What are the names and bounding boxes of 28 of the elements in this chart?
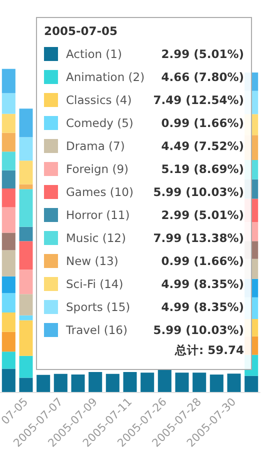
text: 2.99 (5.01%) xyxy=(161,46,244,60)
annotation: 4.66 (7.80%) xyxy=(161,70,244,84)
legend-label: Classics (4) xyxy=(66,92,133,106)
legend-label: Drama (7) xyxy=(66,138,126,152)
annotation: 0.99 (1.66%) xyxy=(161,254,244,268)
legend-label: Music (12) xyxy=(66,230,127,244)
legend-label: Games (10) xyxy=(66,184,134,198)
annotation: 5.19 (8.69%) xyxy=(161,162,244,176)
legend-label: Sports (15) xyxy=(66,300,132,314)
annotation: 4.99 (8.35%) xyxy=(161,276,244,290)
legend-label: Foreign (9) xyxy=(66,162,130,176)
annotation: 7.99 (13.38%) xyxy=(153,230,244,244)
legend-label: Comedy (5) xyxy=(66,116,134,130)
annotation: 总计: 59.74 xyxy=(174,343,244,358)
legend-label: Action (1) xyxy=(66,46,123,60)
legend-label: Travel (16) xyxy=(66,322,128,336)
legend-label: Sci-Fi (14) xyxy=(66,276,124,290)
legend-label: New (13) xyxy=(66,254,120,268)
annotation: 7.49 (12.54%) xyxy=(153,92,244,106)
annotation: 0.99 (1.66%) xyxy=(161,116,244,130)
legend-label: Animation (2) xyxy=(66,70,146,84)
annotation: 4.99 (8.35%) xyxy=(161,300,244,314)
annotation: 4.49 (7.52%) xyxy=(161,138,244,152)
text: 2005-07-05 xyxy=(44,24,119,38)
annotation: 5.99 (10.03%) xyxy=(153,322,244,336)
legend-label: Horror (11) xyxy=(66,208,131,222)
annotation: 5.99 (10.03%) xyxy=(153,184,244,198)
annotation: 2.99 (5.01%) xyxy=(161,208,244,222)
